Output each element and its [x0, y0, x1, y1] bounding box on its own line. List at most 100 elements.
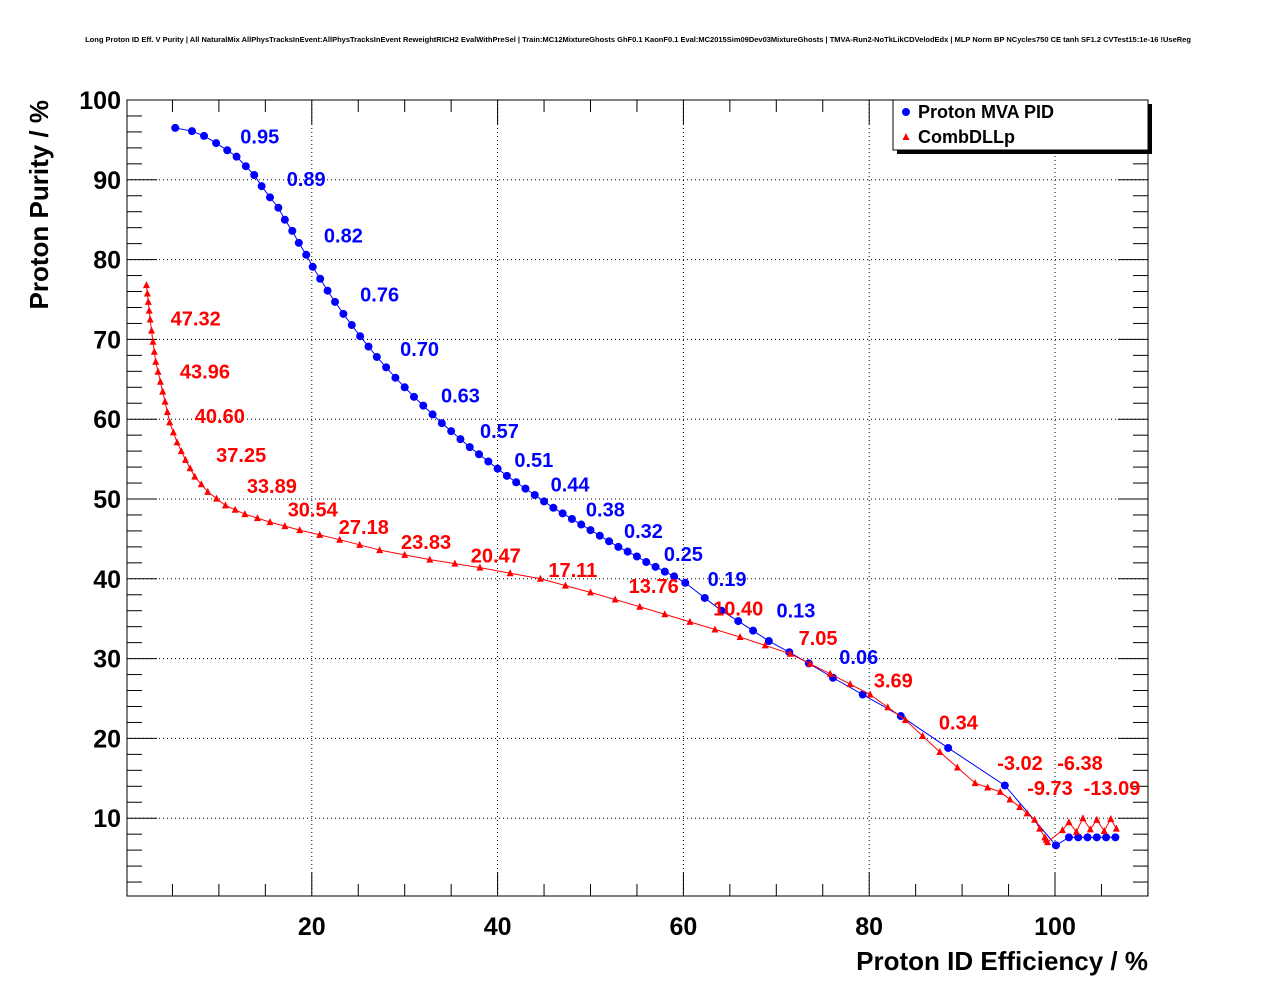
data-point	[428, 410, 437, 419]
data-label: 37.25	[216, 445, 266, 467]
chart-title: Long Proton ID Eff. V Purity | All Natur…	[85, 35, 1191, 44]
data-point	[166, 418, 174, 426]
data-label: 0.63	[441, 385, 480, 407]
data-point	[232, 152, 241, 161]
y-tick-label: 40	[93, 566, 121, 594]
data-point	[163, 408, 171, 416]
data-point	[149, 337, 157, 345]
data-label: 0.13	[776, 601, 815, 623]
data-point	[159, 387, 167, 395]
data-point	[181, 455, 189, 463]
data-point	[1036, 824, 1044, 832]
y-tick-label: 60	[93, 406, 121, 434]
data-point	[250, 171, 259, 180]
data-point	[145, 306, 153, 314]
data-point	[336, 535, 344, 543]
data-point	[1083, 833, 1092, 842]
data-point	[401, 550, 409, 558]
data-point	[736, 633, 744, 641]
data-point	[734, 617, 743, 626]
data-point	[447, 427, 456, 436]
data-label: 27.18	[339, 517, 389, 539]
data-point	[197, 480, 205, 488]
data-point	[308, 262, 317, 271]
data-point	[506, 569, 514, 577]
data-point	[364, 342, 373, 351]
y-axis-label: Proton Purity / %	[24, 100, 54, 309]
data-label: -13.09	[1084, 778, 1141, 800]
data-point	[161, 397, 169, 405]
data-point	[437, 419, 446, 428]
data-point	[400, 383, 409, 392]
data-point	[294, 238, 303, 247]
y-tick-label: 10	[93, 805, 121, 833]
data-label: 0.89	[287, 169, 326, 191]
data-point	[484, 457, 493, 466]
data-point	[187, 127, 196, 136]
data-point	[376, 546, 384, 554]
data-label: 23.83	[401, 532, 451, 554]
data-point	[1016, 803, 1024, 811]
data-point	[1000, 781, 1009, 790]
data-point	[919, 732, 927, 740]
data-point	[288, 226, 297, 235]
data-point	[1023, 809, 1031, 817]
data-point	[587, 588, 594, 596]
data-point	[996, 787, 1004, 795]
data-point	[274, 203, 283, 212]
data-point	[711, 625, 719, 633]
data-point	[858, 690, 867, 699]
x-tick-label: 60	[669, 913, 697, 941]
data-point	[331, 297, 340, 306]
data-point	[257, 182, 266, 191]
data-point	[1006, 795, 1014, 803]
data-point	[154, 367, 162, 375]
data-point	[846, 680, 854, 688]
data-point	[944, 743, 953, 752]
data-point	[530, 491, 539, 500]
data-point	[223, 146, 232, 155]
data-point	[502, 471, 511, 480]
data-point	[567, 514, 576, 523]
data-label: 13.76	[629, 576, 679, 598]
data-point	[642, 558, 651, 567]
data-label: 0.25	[664, 544, 703, 566]
x-tick-label: 80	[855, 913, 883, 941]
data-point	[651, 562, 660, 571]
data-point	[200, 131, 209, 140]
data-point	[549, 503, 558, 512]
data-label: 0.51	[514, 450, 553, 472]
data-point	[281, 522, 289, 530]
y-tick-label: 90	[93, 167, 121, 195]
data-point	[806, 659, 814, 667]
data-point	[1112, 824, 1120, 832]
data-point	[614, 542, 623, 551]
data-point	[266, 518, 274, 526]
data-point	[144, 297, 152, 305]
data-point	[984, 783, 992, 791]
data-label: 3.69	[874, 671, 913, 693]
data-point	[623, 547, 632, 556]
y-tick-label: 100	[79, 87, 121, 115]
data-point	[700, 593, 709, 602]
data-point	[866, 690, 874, 698]
data-point	[686, 617, 694, 625]
x-tick-label: 40	[484, 913, 512, 941]
data-point	[150, 347, 158, 355]
data-point	[265, 193, 274, 202]
data-label: 0.34	[939, 712, 979, 734]
data-label: 0.76	[360, 285, 399, 307]
data-point	[558, 509, 567, 518]
data-point	[1044, 838, 1052, 846]
data-point	[661, 610, 669, 618]
data-point	[586, 526, 595, 535]
data-label: -3.02	[997, 753, 1043, 775]
data-point	[143, 289, 151, 297]
data-point	[1107, 814, 1115, 822]
data-label: 0.44	[551, 475, 591, 497]
series-line	[145, 285, 1117, 843]
data-point	[540, 497, 549, 506]
data-point	[316, 274, 325, 283]
y-tick-label: 70	[93, 326, 121, 354]
data-point	[476, 563, 484, 571]
